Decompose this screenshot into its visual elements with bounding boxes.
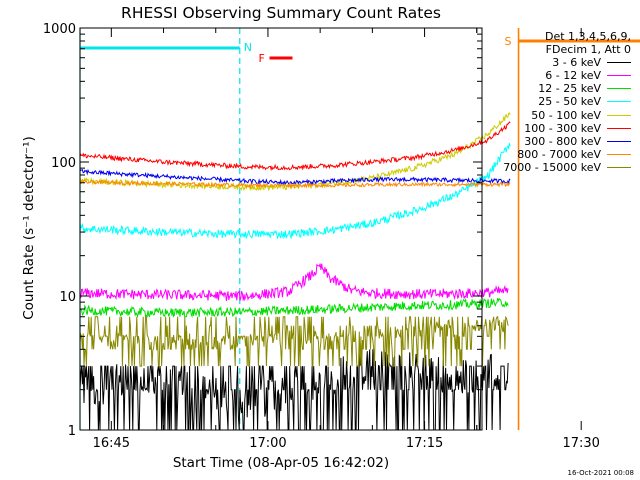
legend-label: 25 - 50 keV xyxy=(538,95,601,109)
legend-row: 3 - 6 keV xyxy=(470,56,635,69)
series-7000-15000kev xyxy=(79,315,509,367)
legend-swatch xyxy=(607,114,631,116)
legend-row: 12 - 25 keV xyxy=(470,82,635,95)
legend-swatch xyxy=(607,153,631,155)
series-12-25kev xyxy=(80,297,509,318)
legend-label: 50 - 100 keV xyxy=(531,108,601,122)
legend-row: 6 - 12 keV xyxy=(470,69,635,82)
series-6-12kev xyxy=(79,263,509,302)
x-tick-label: 17:00 xyxy=(249,436,286,451)
legend-header-detectors: Det 1,3,4,5,6,9, xyxy=(544,30,631,43)
legend-row: 800 - 7000 keV xyxy=(470,148,635,161)
legend-label: 100 - 300 keV xyxy=(524,121,601,135)
y-tick-label: 10 xyxy=(59,290,76,305)
y-tick-label: 1 xyxy=(68,424,76,439)
y-tick-label: 1000 xyxy=(43,22,76,37)
series-800-7000kev xyxy=(79,179,511,189)
series-line-segment xyxy=(79,179,511,189)
y-axis-label: Count Rate (s⁻¹ detector⁻¹) xyxy=(21,136,37,320)
legend-row: 100 - 300 keV xyxy=(470,122,635,135)
series-25-50kev xyxy=(79,143,511,240)
legend-swatch xyxy=(607,75,631,77)
legend-label: 300 - 800 keV xyxy=(524,134,601,148)
legend-label: 3 - 6 keV xyxy=(552,56,601,70)
chart-title: RHESSI Observing Summary Count Rates xyxy=(121,4,441,22)
legend-swatch xyxy=(607,127,631,129)
legend-row: 50 - 100 keV xyxy=(470,109,635,122)
series-3-6kev xyxy=(79,349,509,431)
legend-swatch xyxy=(607,140,631,142)
x-tick-label: 16:45 xyxy=(93,436,130,451)
night-label: N xyxy=(244,41,252,54)
series-line-segment xyxy=(79,349,509,431)
x-tick-label: 17:30 xyxy=(562,436,599,451)
legend-swatch xyxy=(607,62,631,64)
y-tick-label: 100 xyxy=(51,156,76,171)
legend-label: 6 - 12 keV xyxy=(545,69,601,83)
legend-swatch xyxy=(607,166,631,168)
legend-swatch xyxy=(607,88,631,90)
series-line-segment xyxy=(79,315,509,367)
legend-row: 7000 - 15000 keV xyxy=(470,161,635,174)
x-tick-label: 17:15 xyxy=(406,436,443,451)
legend-label: 12 - 25 keV xyxy=(538,82,601,96)
x-axis-label: Start Time (08-Apr-05 16:42:02) xyxy=(173,455,389,471)
legend-swatch xyxy=(607,101,631,103)
saa-label: S xyxy=(505,35,512,48)
legend-row: 300 - 800 keV xyxy=(470,135,635,148)
series-line-segment xyxy=(79,263,509,302)
legend-label: 800 - 7000 keV xyxy=(517,147,601,161)
series-line-segment xyxy=(79,143,511,240)
legend-row: 25 - 50 keV xyxy=(470,95,635,108)
legend-header-decimation: FDecim 1, Att 0 xyxy=(545,43,631,57)
generation-timestamp: 16-Oct-2021 00:08 xyxy=(567,469,634,477)
legend-label: 7000 - 15000 keV xyxy=(503,160,601,174)
plot-frame xyxy=(79,27,483,431)
series-100-300kev xyxy=(79,121,511,172)
flare-label: F xyxy=(259,52,265,65)
series-line-segment xyxy=(80,297,509,318)
series-line-segment xyxy=(79,121,511,172)
legend: Det 1,3,4,5,6,9, FDecim 1, Att 0 3 - 6 k… xyxy=(470,30,635,174)
